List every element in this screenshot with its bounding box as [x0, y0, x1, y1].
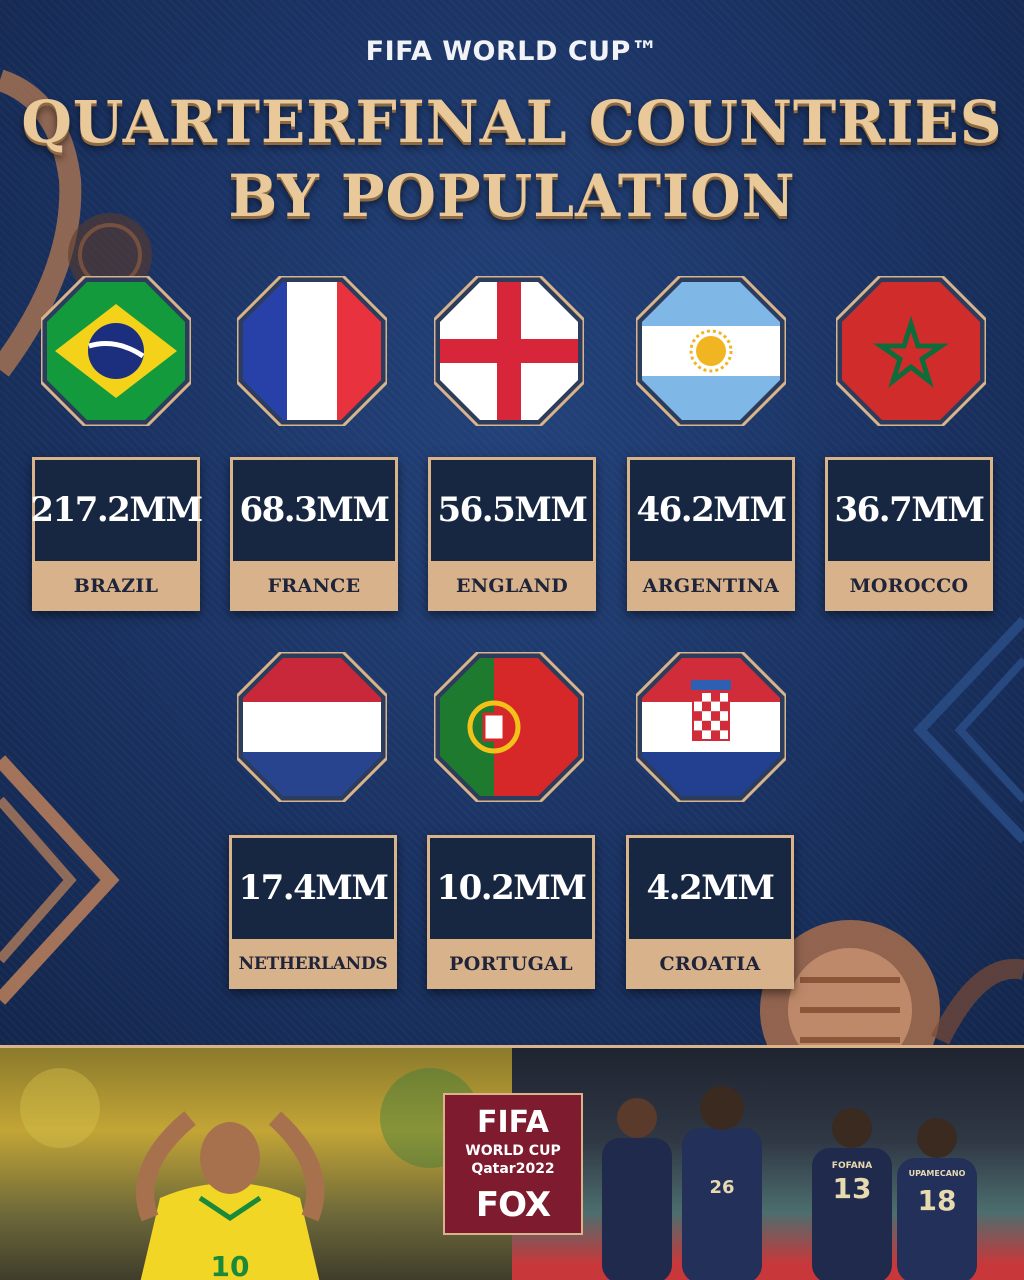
france-flag-icon: [237, 276, 387, 426]
ornament-left-chevrons: [0, 755, 120, 1005]
photo-france-players: 26 FOFANA 13 UPAMECANO 18: [512, 1048, 1024, 1280]
population-value: 217.2MM: [30, 490, 203, 530]
logo-fifa-text: FIFA: [477, 1105, 549, 1140]
ornament-right-lines: [913, 616, 1024, 844]
brazil-player-illustration: 10: [20, 1068, 480, 1280]
jersey-number-18: 18: [918, 1184, 957, 1217]
photo-brazil-player: 10: [0, 1048, 512, 1280]
country-name: ARGENTINA: [627, 561, 795, 611]
country-name: CROATIA: [626, 939, 794, 989]
country-card-argentina: 46.2MM ARGENTINA: [627, 457, 795, 611]
brazil-flag-icon: [41, 276, 191, 426]
jersey-name-fofana: FOFANA: [832, 1161, 872, 1171]
supertitle: FIFA WORLD CUP™: [365, 36, 659, 67]
jersey-number-13: 13: [833, 1172, 872, 1205]
england-flag-icon: [434, 276, 584, 426]
country-card-morocco: 36.7MM MOROCCO: [825, 457, 993, 611]
population-value: 36.7MM: [834, 490, 985, 530]
argentina-flag-icon: [636, 276, 786, 426]
population-value: 10.2MM: [436, 868, 587, 908]
population-value: 17.4MM: [238, 868, 389, 908]
brazil-jersey-number: 10: [211, 1250, 250, 1280]
france-players-illustration: 26 FOFANA 13 UPAMECANO 18: [602, 1086, 977, 1280]
population-value: 46.2MM: [636, 490, 787, 530]
croatia-flag-icon: [636, 652, 786, 802]
page-title-line1: QUARTERFINAL COUNTRIES: [21, 88, 1003, 156]
country-card-portugal: 10.2MM PORTUGAL: [427, 835, 595, 989]
portugal-flag-icon: [434, 652, 584, 802]
population-value: 4.2MM: [646, 868, 775, 908]
fifa-fox-logo: FIFA WORLD CUP Qatar2022 FOX: [443, 1093, 583, 1235]
logo-qatar-text: Qatar2022: [471, 1161, 555, 1177]
jersey-number-26: 26: [709, 1177, 734, 1198]
country-name: MOROCCO: [825, 561, 993, 611]
country-name: FRANCE: [230, 561, 398, 611]
country-card-france: 68.3MM FRANCE: [230, 457, 398, 611]
ornament-bottom-right: [760, 920, 1024, 1050]
population-value: 68.3MM: [239, 490, 390, 530]
morocco-flag-icon: [836, 276, 986, 426]
population-value: 56.5MM: [437, 490, 588, 530]
country-name: NETHERLANDS: [229, 939, 397, 989]
jersey-name-upamecano: UPAMECANO: [909, 1169, 966, 1178]
logo-fox-text: FOX: [475, 1185, 551, 1225]
country-card-brazil: 217.2MM BRAZIL: [30, 457, 203, 611]
country-name: BRAZIL: [32, 561, 200, 611]
country-name: PORTUGAL: [427, 939, 595, 989]
page-title-line2: BY POPULATION: [228, 162, 796, 230]
logo-world-cup-text: WORLD CUP: [465, 1143, 561, 1159]
country-card-croatia: 4.2MM CROATIA: [626, 835, 794, 989]
country-card-england: 56.5MM ENGLAND: [428, 457, 596, 611]
netherlands-flag-icon: [237, 652, 387, 802]
country-card-netherlands: 17.4MM NETHERLANDS: [229, 835, 397, 989]
photo-strip: 10 26 FOFANA 13 UPAMECANO 18: [0, 1045, 1024, 1280]
country-name: ENGLAND: [428, 561, 596, 611]
